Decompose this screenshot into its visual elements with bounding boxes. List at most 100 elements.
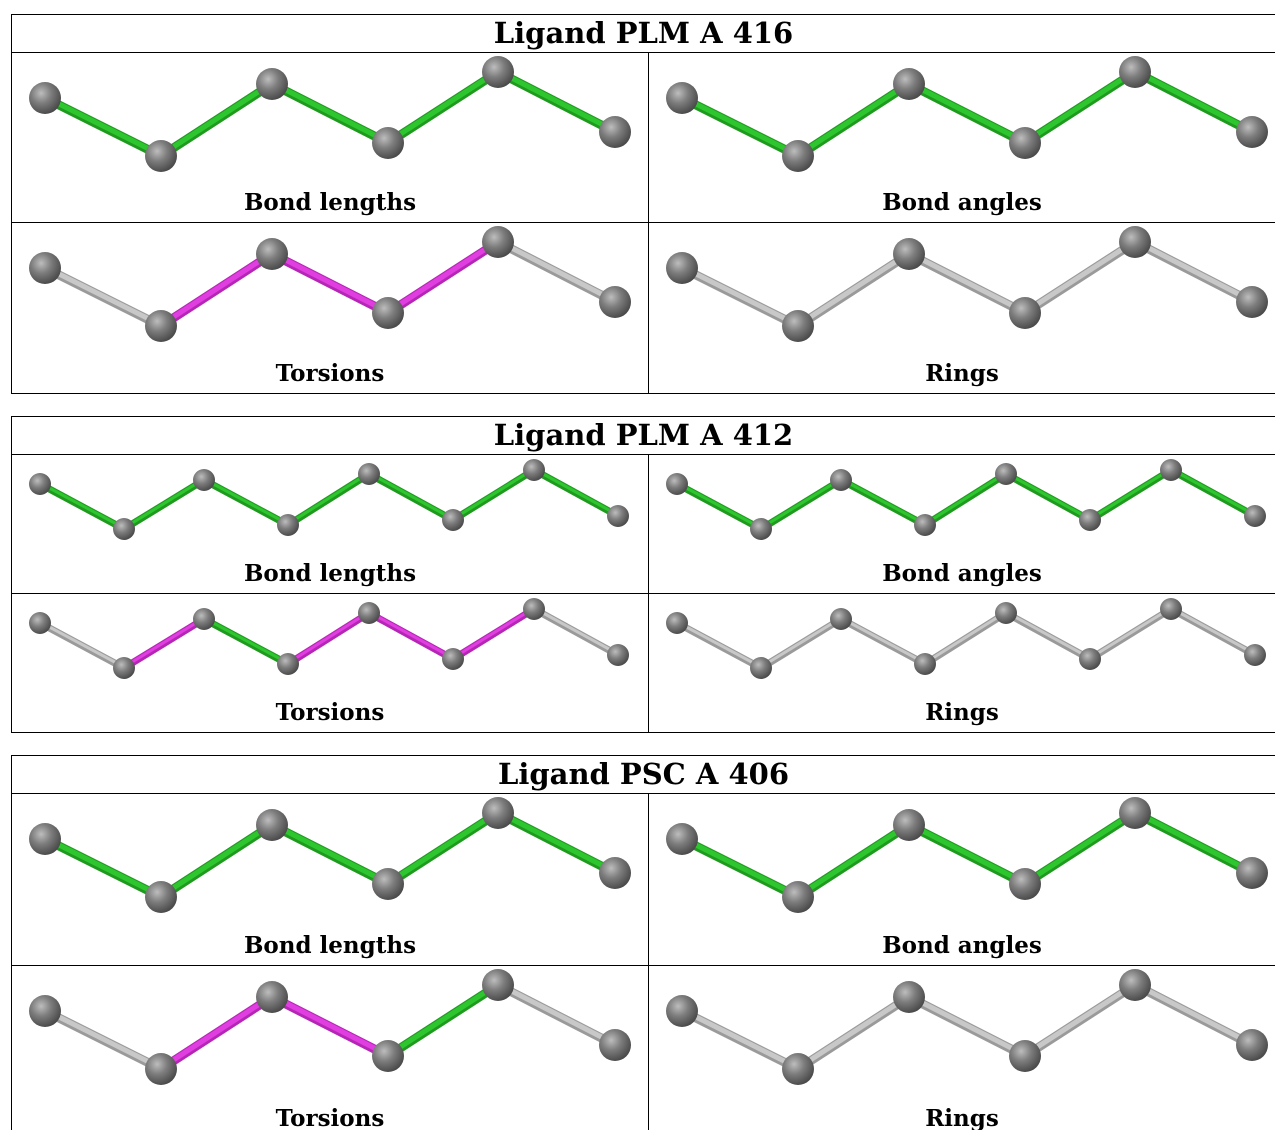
ligand-title: Ligand PLM A 412 bbox=[11, 416, 1275, 454]
bond-highlight bbox=[495, 68, 618, 134]
bond-highlight bbox=[906, 993, 1028, 1058]
atom bbox=[29, 823, 61, 855]
bond-highlight bbox=[158, 821, 275, 899]
atom bbox=[372, 868, 404, 900]
bond-highlight bbox=[367, 471, 455, 521]
bond-highlight bbox=[1022, 238, 1138, 315]
atom bbox=[599, 286, 631, 318]
atom bbox=[995, 463, 1017, 485]
atom bbox=[599, 116, 631, 148]
atom bbox=[442, 648, 464, 670]
atom bbox=[782, 140, 814, 172]
bond-highlight bbox=[679, 1007, 801, 1071]
bond-highlight bbox=[839, 616, 927, 665]
bond-highlight bbox=[451, 606, 536, 660]
bond-highlight bbox=[679, 835, 801, 899]
atom bbox=[256, 981, 288, 1013]
bond-highlight bbox=[532, 606, 620, 656]
atom bbox=[277, 514, 299, 536]
bond-highlight bbox=[269, 993, 391, 1058]
atom bbox=[1119, 797, 1151, 829]
atom bbox=[893, 981, 925, 1013]
panel-caption: Torsions bbox=[275, 360, 385, 387]
atom bbox=[782, 1053, 814, 1085]
bond-highlight bbox=[1169, 467, 1257, 517]
atom bbox=[1236, 857, 1268, 889]
atom bbox=[277, 653, 299, 675]
atom bbox=[607, 644, 629, 666]
panel-caption: Bond lengths bbox=[243, 189, 417, 216]
divider bbox=[648, 52, 649, 394]
divider bbox=[11, 416, 12, 733]
panel-rings: Rings bbox=[649, 594, 1275, 732]
atom bbox=[113, 657, 135, 679]
atom bbox=[1009, 868, 1041, 900]
divider bbox=[649, 393, 1275, 394]
bond-highlight bbox=[1169, 606, 1257, 656]
panel-caption: Bond angles bbox=[882, 932, 1042, 959]
atom bbox=[914, 653, 936, 675]
atom bbox=[666, 473, 688, 495]
atom bbox=[893, 238, 925, 270]
bond-highlight bbox=[1022, 809, 1138, 886]
panel-bond-angles: Bond angles bbox=[649, 455, 1275, 593]
atom bbox=[372, 127, 404, 159]
atom bbox=[1009, 1040, 1041, 1072]
panel-bond-angles: Bond angles bbox=[649, 794, 1275, 965]
atom bbox=[482, 226, 514, 258]
ligand-table-1: Ligand PLM A 416 Bond lengths Bond angle… bbox=[11, 14, 1275, 394]
bond-highlight bbox=[795, 80, 912, 158]
divider bbox=[11, 965, 1275, 966]
atom bbox=[193, 469, 215, 491]
panel-caption: Torsions bbox=[275, 699, 385, 726]
bond-highlight bbox=[1004, 610, 1092, 660]
bond-highlight bbox=[269, 821, 391, 886]
atom bbox=[914, 514, 936, 536]
atom bbox=[666, 612, 688, 634]
atom bbox=[666, 82, 698, 114]
atom bbox=[1079, 509, 1101, 531]
atom bbox=[1160, 598, 1182, 620]
atom bbox=[666, 823, 698, 855]
panel-caption: Bond lengths bbox=[243, 932, 417, 959]
bond-highlight bbox=[495, 981, 618, 1047]
atom bbox=[145, 881, 177, 913]
bond-highlight bbox=[38, 620, 126, 669]
atom bbox=[523, 459, 545, 481]
atom bbox=[750, 518, 772, 540]
bond-highlight bbox=[1088, 606, 1173, 660]
bond-highlight bbox=[385, 981, 501, 1058]
panel-caption: Rings bbox=[925, 699, 999, 726]
bond-highlight bbox=[158, 993, 275, 1071]
bond-highlight bbox=[42, 835, 164, 899]
bond-highlight bbox=[451, 467, 536, 521]
atom bbox=[1236, 286, 1268, 318]
bond-highlight bbox=[839, 477, 927, 526]
panel-torsions: Torsions bbox=[12, 594, 648, 732]
panel-caption: Rings bbox=[925, 360, 999, 387]
bond-highlight bbox=[906, 80, 1028, 145]
bond-highlight bbox=[923, 471, 1008, 526]
panel-torsions: Torsions bbox=[12, 966, 648, 1130]
bond-highlight bbox=[367, 610, 455, 660]
panel-bond-lengths: Bond lengths bbox=[12, 53, 648, 222]
divider bbox=[11, 52, 1275, 53]
atom bbox=[830, 608, 852, 630]
atom bbox=[372, 1040, 404, 1072]
bond-highlight bbox=[122, 616, 206, 669]
atom bbox=[193, 608, 215, 630]
panel-caption: Bond lengths bbox=[243, 560, 417, 587]
atom bbox=[995, 602, 1017, 624]
divider bbox=[649, 732, 1275, 733]
atom bbox=[1009, 297, 1041, 329]
bond-highlight bbox=[385, 809, 501, 886]
bond-highlight bbox=[675, 481, 763, 530]
atom bbox=[113, 518, 135, 540]
divider bbox=[11, 222, 1275, 223]
bond-highlight bbox=[202, 477, 290, 526]
atom bbox=[1119, 56, 1151, 88]
atom bbox=[1079, 648, 1101, 670]
atom bbox=[750, 657, 772, 679]
atom bbox=[442, 509, 464, 531]
atom bbox=[256, 238, 288, 270]
